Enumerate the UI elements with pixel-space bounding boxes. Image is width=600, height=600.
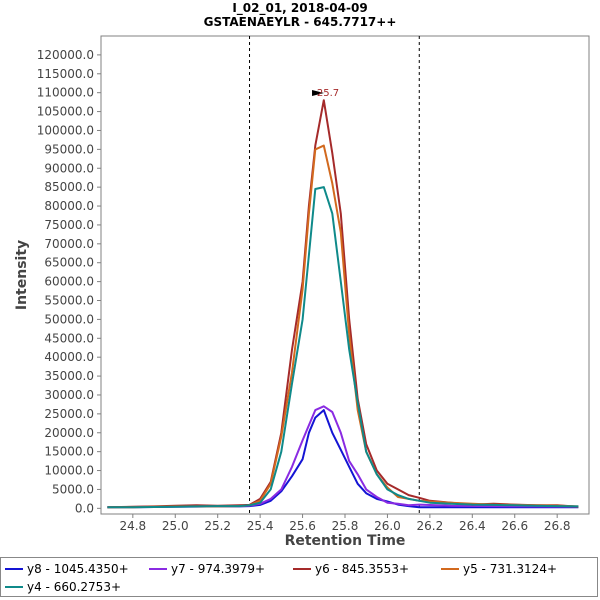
y-tick-label: 5000.0	[52, 482, 94, 496]
y-tick-label: 35000.0	[44, 369, 94, 383]
legend-swatch	[149, 568, 167, 570]
series-line-y4	[107, 186, 579, 509]
x-tick-label: 26.0	[374, 519, 401, 533]
y-tick-label: 110000.0	[37, 86, 94, 100]
legend-item: y8 - 1045.4350+	[5, 562, 129, 576]
y-tick-label: 25000.0	[44, 407, 94, 421]
y-axis-label: Intensity	[14, 240, 30, 310]
x-tick-label: 25.4	[247, 519, 274, 533]
y-tick-label: 80000.0	[44, 199, 94, 213]
chart-legend: y8 - 1045.4350+ y7 - 974.3979+ y6 - 845.35…	[0, 557, 598, 597]
peak-marker-arrow-icon	[312, 89, 325, 96]
x-axis-ticks: 24.8 25.0 25.2 25.4 25.6 25.8 26.0 26.2 26.4 26.6…	[119, 514, 571, 533]
y-tick-label: 90000.0	[44, 161, 94, 175]
y-tick-label: 85000.0	[44, 180, 94, 194]
y-tick-label: 0.0	[75, 501, 94, 515]
y-tick-label: 10000.0	[44, 464, 94, 478]
x-tick-label: 25.0	[162, 519, 189, 533]
legend-label: y4 - 660.2753+	[27, 580, 122, 594]
y-tick-label: 55000.0	[44, 294, 94, 308]
legend-swatch	[5, 568, 23, 570]
legend-label: y8 - 1045.4350+	[27, 562, 129, 576]
y-tick-label: 100000.0	[37, 123, 94, 137]
legend-swatch	[293, 568, 311, 570]
x-tick-label: 26.2	[417, 519, 444, 533]
legend-label: y5 - 731.3124+	[463, 562, 558, 576]
series-lines	[107, 99, 579, 509]
y-tick-label: 20000.0	[44, 426, 94, 440]
x-tick-label: 25.8	[332, 519, 359, 533]
y-tick-label: 40000.0	[44, 350, 94, 364]
x-tick-label: 24.8	[119, 519, 146, 533]
x-tick-label: 26.8	[544, 519, 571, 533]
peak-boundaries	[249, 36, 420, 514]
peak-annotation: 25.7	[312, 88, 339, 99]
y-tick-label: 50000.0	[44, 312, 94, 326]
y-tick-label: 15000.0	[44, 445, 94, 459]
chromatogram-chart: I_02_01, 2018-04-09 GSTAENAEYLR - 645.77…	[14, 1, 590, 549]
legend-item: y5 - 731.3124+	[441, 562, 557, 576]
y-tick-label: 75000.0	[44, 218, 94, 232]
x-tick-label: 26.6	[501, 519, 528, 533]
legend-item: y4 - 660.2753+	[5, 580, 121, 594]
x-tick-label: 25.6	[289, 519, 316, 533]
y-tick-label: 105000.0	[37, 105, 94, 119]
y-tick-label: 115000.0	[37, 67, 94, 81]
legend-item: y7 - 974.3979+	[149, 562, 265, 576]
y-tick-label: 45000.0	[44, 331, 94, 345]
legend-swatch	[441, 568, 459, 570]
legend-swatch	[5, 586, 23, 588]
y-tick-label: 30000.0	[44, 388, 94, 402]
peak-label: 25.7	[317, 88, 339, 99]
chart-title-line-2: GSTAENAEYLR - 645.7717++	[204, 15, 397, 29]
y-tick-label: 120000.0	[37, 48, 94, 62]
y-tick-label: 60000.0	[44, 275, 94, 289]
y-axis-ticks: 0.0 5000.0 10000.0 15000.0 20000.0 25000.0 300…	[37, 48, 101, 515]
x-tick-label: 26.4	[459, 519, 486, 533]
legend-label: y7 - 974.3979+	[171, 562, 266, 576]
legend-label: y6 - 845.3553+	[315, 562, 410, 576]
y-tick-label: 95000.0	[44, 142, 94, 156]
y-tick-label: 65000.0	[44, 256, 94, 270]
x-axis-label: Retention Time	[285, 533, 406, 549]
chart-title-line-1: I_02_01, 2018-04-09	[232, 1, 367, 16]
x-tick-label: 25.2	[204, 519, 231, 533]
legend-item: y6 - 845.3553+	[293, 562, 409, 576]
y-tick-label: 70000.0	[44, 237, 94, 251]
